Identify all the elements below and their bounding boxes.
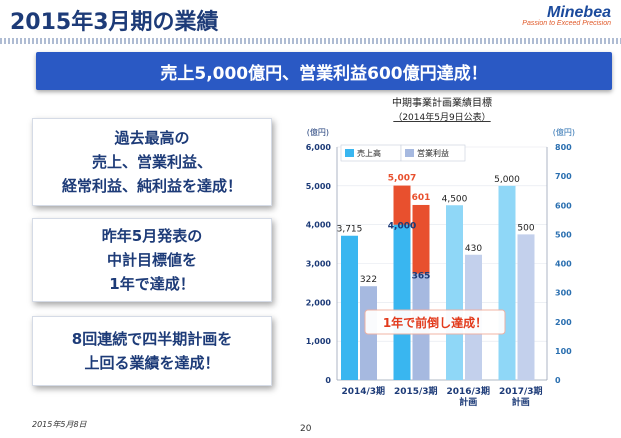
sales-bar <box>446 205 463 380</box>
profit-actual-bar <box>412 204 430 274</box>
right-axis-tick: 700 <box>555 172 572 181</box>
sales-profit-chart: 中期事業計画業績目標 （2014年5月9日公表） (億円) (億円) 0 1,000 2,0… <box>306 96 575 408</box>
highlight-text-midterm: 昨年5月発表の 中計目標値を 1年で達成！ <box>101 227 203 293</box>
profit-value-label: 500 <box>517 223 534 233</box>
headline-banner: 売上5,000億円、営業利益600億円達成！ <box>36 52 612 90</box>
left-axis-tick: 6,000 <box>306 143 332 152</box>
sales-bar <box>393 224 411 380</box>
annotation-text: 1年で前倒し達成！ <box>383 315 487 330</box>
left-axis-tick: 1,000 <box>306 337 332 346</box>
highlight-box-record: 過去最高の 売上、営業利益、 経常利益、純利益を達成！ <box>32 118 272 206</box>
profit-value-label: 322 <box>360 275 377 285</box>
right-axis-tick: 600 <box>555 201 572 210</box>
right-axis-tick: 200 <box>555 318 572 327</box>
left-axis-tick: 5,000 <box>306 182 332 191</box>
chart-subtitle: （2014年5月9日公表） <box>393 111 490 123</box>
company-logo: Minebea Passion to Exceed Precision <box>522 4 611 27</box>
highlight-text-record: 過去最高の 売上、営業利益、 経常利益、純利益を達成！ <box>61 129 242 195</box>
legend-profit-swatch <box>405 149 414 157</box>
left-axis-tick: 3,000 <box>306 260 332 269</box>
x-axis-tick: 2017/3期 <box>499 385 543 397</box>
page-number: 20 <box>300 424 312 434</box>
highlight-text-quarterly: 8回連続で四半期計画を 上回る業績を達成！ <box>71 330 233 372</box>
legend-sales-label: 売上高 <box>357 148 381 158</box>
right-axis-tick: 100 <box>555 347 572 356</box>
report-date: 2015年5月8日 <box>32 420 87 429</box>
logo-tagline: Passion to Exceed Precision <box>522 20 611 27</box>
sales-bar <box>341 235 358 380</box>
sales-value-label: 4,500 <box>442 194 468 204</box>
sales-value-label: 4,000 <box>388 222 416 232</box>
x-axis-tick: 2015/3期 <box>394 385 438 397</box>
sales-actual-bar <box>393 185 411 225</box>
highlight-box-midterm: 昨年5月発表の 中計目標値を 1年で達成！ <box>32 218 272 302</box>
profit-actual-label: 601 <box>412 193 431 203</box>
page-title: 2015年3月期の業績 <box>10 10 219 35</box>
profit-value-label: 430 <box>465 244 482 254</box>
highlight-box-quarterly: 8回連続で四半期計画を 上回る業績を達成！ <box>32 316 272 386</box>
legend-profit-box <box>400 144 466 162</box>
right-axis-unit: (億円) <box>553 127 575 137</box>
left-axis-unit: (億円) <box>307 127 329 137</box>
left-axis-tick: 4,000 <box>306 221 332 230</box>
sales-value-label: 3,715 <box>337 225 363 235</box>
legend-profit-label: 営業利益 <box>417 148 449 158</box>
right-axis-tick: 400 <box>555 260 572 269</box>
chart-title: 中期事業計画業績目標 <box>392 96 492 109</box>
x-axis-tick: 計画 <box>512 396 530 408</box>
right-axis-tick: 300 <box>555 289 572 298</box>
left-axis-tick: 2,000 <box>306 298 332 307</box>
logo-name: Minebea <box>546 4 611 21</box>
sales-actual-label: 5,007 <box>388 174 416 184</box>
profit-value-label: 365 <box>412 272 431 282</box>
right-axis-tick: 800 <box>555 143 572 152</box>
sales-bar <box>498 185 516 380</box>
x-axis-tick: 2016/3期 <box>446 385 490 397</box>
x-axis-tick: 計画 <box>459 396 477 408</box>
x-axis-tick: 2014/3期 <box>341 385 385 397</box>
legend-sales-swatch <box>345 149 354 157</box>
right-axis-tick: 0 <box>555 376 561 385</box>
left-axis-tick: 0 <box>325 376 331 385</box>
sales-value-label: 5,000 <box>494 175 520 185</box>
annotation-box <box>364 309 506 335</box>
right-axis-tick: 500 <box>555 230 572 239</box>
header-divider <box>0 38 621 44</box>
profit-bar <box>517 234 535 380</box>
